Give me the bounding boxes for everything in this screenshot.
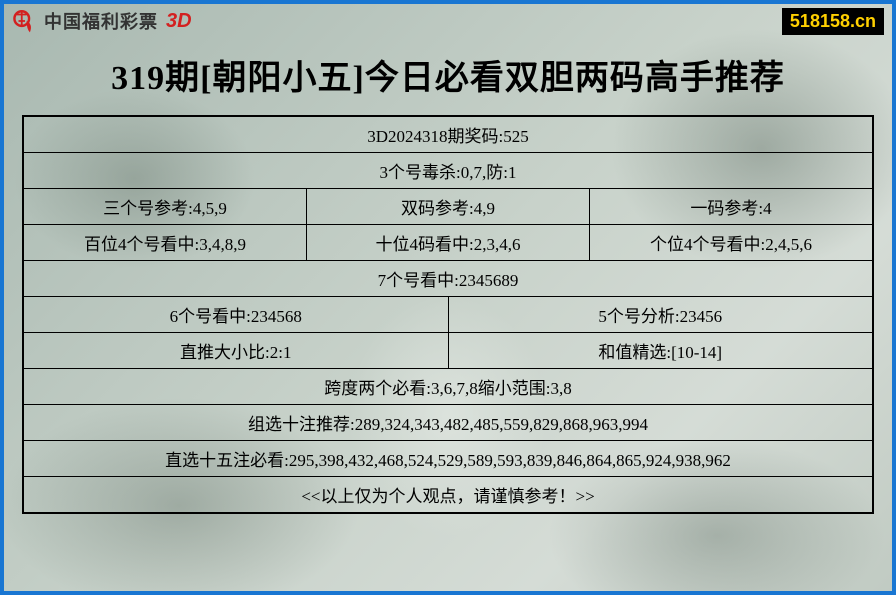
table-cell: 一码参考:4 [590, 189, 872, 224]
table-cell: 3D2024318期奖码:525 [24, 117, 872, 152]
table-row: 3个号毒杀:0,7,防:1 [24, 153, 872, 189]
table-row: 跨度两个必看:3,6,7,8缩小范围:3,8 [24, 369, 872, 405]
table-cell: 3个号毒杀:0,7,防:1 [24, 153, 872, 188]
table-cell: 直推大小比:2:1 [24, 333, 449, 368]
logo-text: 中国福利彩票 [44, 8, 158, 34]
table-cell: 直选十五注必看:295,398,432,468,524,529,589,593,… [24, 441, 872, 476]
logo: 中国福利彩票 3D [12, 8, 192, 34]
table-row: 百位4个号看中:3,4,8,9十位4码看中:2,3,4,6个位4个号看中:2,4… [24, 225, 872, 261]
table-row: 3D2024318期奖码:525 [24, 117, 872, 153]
table-row: <<以上仅为个人观点，请谨慎参考！>> [24, 477, 872, 512]
site-badge: 518158.cn [782, 8, 884, 35]
table-cell: 三个号参考:4,5,9 [24, 189, 307, 224]
table-row: 组选十注推荐:289,324,343,482,485,559,829,868,9… [24, 405, 872, 441]
table-row: 直推大小比:2:1和值精选:[10-14] [24, 333, 872, 369]
table-cell: <<以上仅为个人观点，请谨慎参考！>> [24, 477, 872, 512]
table-cell: 6个号看中:234568 [24, 297, 449, 332]
table-cell: 十位4码看中:2,3,4,6 [307, 225, 590, 260]
table-cell: 7个号看中:2345689 [24, 261, 872, 296]
table-row: 6个号看中:2345685个号分析:23456 [24, 297, 872, 333]
table-cell: 双码参考:4,9 [307, 189, 590, 224]
header-bar: 中国福利彩票 3D 518158.cn [4, 4, 892, 36]
table-cell: 跨度两个必看:3,6,7,8缩小范围:3,8 [24, 369, 872, 404]
table-row: 三个号参考:4,5,9双码参考:4,9一码参考:4 [24, 189, 872, 225]
content-wrap: 中国福利彩票 3D 518158.cn 319期[朝阳小五]今日必看双胆两码高手… [0, 0, 896, 595]
table-cell: 个位4个号看中:2,4,5,6 [590, 225, 872, 260]
table-row: 7个号看中:2345689 [24, 261, 872, 297]
data-table: 3D2024318期奖码:5253个号毒杀:0,7,防:1三个号参考:4,5,9… [22, 115, 874, 514]
table-cell: 百位4个号看中:3,4,8,9 [24, 225, 307, 260]
lottery-logo-icon [12, 8, 38, 34]
table-cell: 5个号分析:23456 [449, 297, 873, 332]
table-cell: 和值精选:[10-14] [449, 333, 873, 368]
logo-3d-text: 3D [166, 10, 192, 33]
table-row: 直选十五注必看:295,398,432,468,524,529,589,593,… [24, 441, 872, 477]
table-cell: 组选十注推荐:289,324,343,482,485,559,829,868,9… [24, 405, 872, 440]
page-title: 319期[朝阳小五]今日必看双胆两码高手推荐 [4, 36, 892, 115]
